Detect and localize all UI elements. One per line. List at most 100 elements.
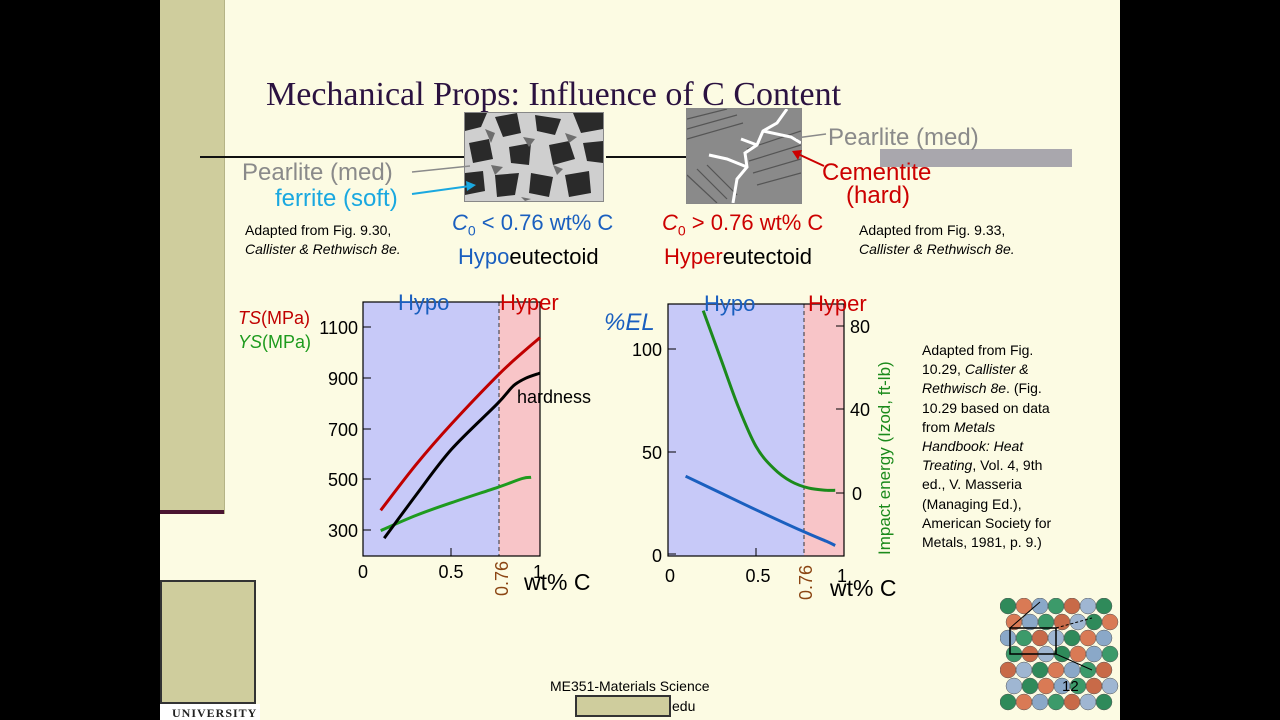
x-axis-label: wt% C	[523, 569, 590, 595]
eutectoid-suffix-left: eutectoid	[509, 244, 599, 269]
hardness-annotation: hardness	[517, 387, 591, 407]
ys-axis-label: YS(MPa)	[238, 332, 311, 352]
pointer-arrows	[411, 133, 827, 195]
c0-subscript: 0	[467, 222, 476, 239]
hypo-condition-text: < 0.76 wt% C	[475, 210, 614, 235]
ts-axis-label: TS(MPa)	[238, 308, 310, 328]
pearlite-right-pointer	[795, 133, 827, 139]
x-tick-0: 0	[358, 562, 368, 582]
title-divider-left	[200, 156, 466, 158]
impact-axis-label-wrapper: Impact energy (Izod, ft-lb)	[875, 361, 894, 555]
x-tick-0-5-2: 0.5	[745, 566, 770, 586]
page-number: 12	[1062, 678, 1079, 695]
x-tick-1-2: 1	[837, 566, 847, 586]
cite-line-6: Handbook: Heat	[922, 438, 1024, 455]
title-divider-right-bar	[880, 149, 1072, 167]
pearlite-label-right: Pearlite (med)	[828, 124, 979, 151]
c0-subscript-right: 0	[677, 222, 686, 239]
adapted-line-2-right: Callister & Rethwisch 8e.	[859, 241, 1015, 257]
line-ys	[380, 475, 532, 532]
slide-title: Mechanical Props: Influence of C Content	[266, 76, 842, 113]
footer-course: ME351-Materials Science	[550, 678, 710, 694]
cite-l2b: Callister &	[964, 361, 1029, 378]
slide: UNIVERSITY Mechanical Props: Influence o…	[160, 0, 1120, 720]
hyper-prefix: Hyper	[664, 244, 723, 269]
y-left-tick-0: 0	[652, 546, 662, 566]
y-ticks	[363, 326, 371, 531]
hard-label: (hard)	[846, 182, 911, 209]
strength-chart: 1100 900 700 500 300 0 0.5 1 0.76 wt% C …	[238, 290, 591, 596]
cite-line-7: Treating, Vol. 4, 9th	[922, 456, 1051, 475]
cementite-pointer	[797, 153, 825, 167]
hyper-region-2	[804, 304, 844, 556]
university-logo-strip	[160, 704, 260, 720]
x-tick-0-5: 0.5	[438, 562, 463, 582]
c0-symbol-right: C	[662, 210, 678, 235]
cite-l3b: . (Fig.	[1006, 380, 1042, 397]
cite-line-2: 10.29, Callister &	[922, 360, 1051, 379]
el-axis-label: %EL	[604, 309, 655, 336]
cite-l7b: , Vol. 4, 9th	[972, 457, 1043, 474]
hypoeutectoid-label: Hypoeutectoid	[458, 244, 599, 270]
cite-line-10: American Society for	[922, 514, 1052, 531]
footer-email-tail: edu	[672, 698, 696, 714]
x-tick-0-2: 0	[665, 566, 675, 586]
cite-line-5: from Metals	[922, 418, 1051, 437]
cementite-arrowhead	[792, 150, 802, 160]
hypo-region-label: Hypo	[398, 290, 449, 315]
cite-l5b: Metals	[953, 418, 996, 435]
adapted-line-1: Adapted from Fig. 9.30,	[245, 222, 392, 238]
x-ticks-2	[667, 548, 845, 556]
y-tick-700: 700	[328, 420, 358, 440]
pearlite-label-left: Pearlite (med)	[242, 159, 393, 186]
y-tick-900: 900	[328, 369, 358, 389]
hyper-condition-text: > 0.76 wt% C	[685, 210, 824, 235]
right-citation: Adapted from Fig. 10.29, Callister & Ret…	[922, 341, 1051, 552]
cite-line-11: Metals, 1981, p. 9.)	[922, 534, 1042, 551]
hypo-prefix: Hypo	[458, 244, 510, 269]
hypo-region-2	[668, 304, 804, 556]
cite-l5: from	[922, 418, 954, 435]
x-axis-label-2: wt% C	[829, 575, 896, 601]
impact-energy-label: Impact energy (Izod, ft-lb)	[875, 361, 894, 555]
eutectoid-tick-label-2: 0.76	[796, 565, 816, 600]
cite-line-8: ed., V. Masseria	[922, 476, 1022, 493]
hypoeutectoid-micrograph	[464, 112, 604, 202]
ferrite-label: ferrite (soft)	[275, 185, 398, 212]
y-left-tick-100: 100	[632, 340, 662, 360]
bottom-left-box	[160, 580, 256, 704]
sidebar-underline	[160, 510, 224, 514]
cite-line-3: Rethwisch 8e. (Fig.	[922, 379, 1051, 398]
y-right-tick-40: 40	[850, 400, 870, 420]
hyper-region	[499, 302, 540, 556]
line-ts	[379, 336, 541, 512]
adapted-line-1-right: Adapted from Fig. 9.33,	[859, 222, 1006, 238]
cite-line-9: (Managing Ed.),	[922, 495, 1022, 512]
title-divider-mid	[606, 156, 686, 158]
y-ticks-right-2	[836, 325, 844, 494]
c0-symbol: C	[452, 210, 468, 235]
hypo-region	[363, 302, 499, 556]
hyper-condition: C0 > 0.76 wt% C	[662, 210, 823, 238]
y-left-tick-50: 50	[642, 443, 662, 463]
university-logo: UNIVERSITY	[172, 706, 258, 720]
adapted-line-2: Callister & Rethwisch 8e.	[245, 241, 401, 257]
y-right-tick-80: 80	[850, 317, 870, 337]
cementite-label: Cementite	[822, 159, 932, 186]
hypereutectoid-label: Hypereutectoid	[664, 244, 812, 270]
eutectoid-suffix-right: eutectoid	[722, 244, 812, 269]
left-sidebar-stripe	[160, 0, 225, 514]
adapted-from-fig-9-33: Adapted from Fig. 9.33, Callister & Reth…	[859, 221, 1015, 259]
footer-email-box	[575, 695, 671, 717]
y-ticks-left-2	[668, 348, 676, 555]
y-tick-300: 300	[328, 521, 358, 541]
cite-line-4: 10.29 based on data	[922, 399, 1050, 416]
eutectoid-tick-label: 0.76	[492, 561, 512, 596]
ferrite-arrowhead	[466, 181, 476, 191]
ferrite-pointer	[411, 185, 471, 195]
hypo-condition: C0 < 0.76 wt% C	[452, 210, 613, 238]
strength-series	[379, 336, 541, 540]
y-tick-1100: 1100	[319, 318, 358, 338]
line-hardness	[382, 371, 541, 540]
hypo-region-label-2: Hypo	[704, 291, 755, 316]
